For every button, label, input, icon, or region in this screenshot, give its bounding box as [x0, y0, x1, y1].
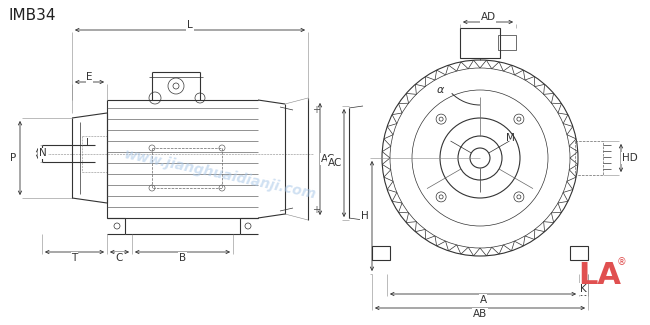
Text: A: A — [480, 295, 487, 305]
Text: E: E — [86, 72, 93, 82]
Text: AC: AC — [328, 158, 342, 168]
Text: H: H — [361, 211, 369, 221]
Bar — [570, 246, 588, 260]
Bar — [152, 148, 222, 188]
Text: +: + — [312, 105, 320, 115]
Text: LA: LA — [578, 261, 621, 290]
Text: C: C — [116, 253, 124, 263]
Text: T: T — [72, 253, 77, 263]
Text: AB: AB — [473, 309, 487, 319]
Bar — [372, 246, 390, 260]
Text: L: L — [187, 20, 193, 30]
Text: HD: HD — [622, 153, 638, 163]
Bar — [460, 28, 500, 58]
Text: +: + — [312, 205, 320, 215]
Text: ®: ® — [617, 257, 627, 267]
Text: M: M — [506, 133, 514, 143]
Text: K: K — [580, 284, 587, 294]
Text: IMB34: IMB34 — [8, 7, 55, 22]
Text: AC: AC — [321, 154, 335, 164]
Text: N: N — [39, 149, 47, 159]
Text: AD: AD — [480, 12, 495, 22]
Text: B: B — [179, 253, 186, 263]
Bar — [498, 35, 516, 50]
Text: www.jianghuaidianji.com: www.jianghuaidianji.com — [122, 148, 317, 202]
Text: P: P — [10, 153, 16, 163]
Text: I: I — [86, 138, 89, 149]
Text: α: α — [436, 85, 444, 95]
Bar — [575, 141, 603, 175]
